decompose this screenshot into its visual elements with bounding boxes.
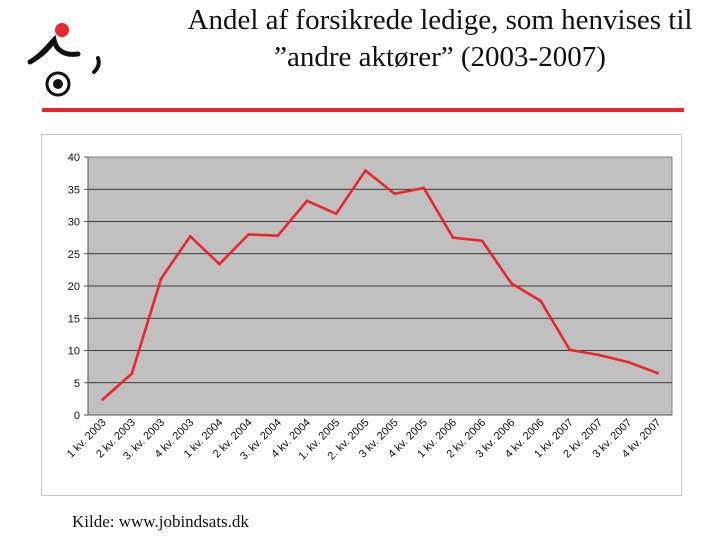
data-point — [130, 372, 134, 376]
data-point — [539, 299, 542, 303]
organization-logo — [18, 14, 108, 104]
data-point — [422, 186, 426, 190]
series-line — [101, 169, 658, 401]
y-tick-label: 35 — [68, 184, 80, 196]
data-point — [656, 371, 659, 375]
y-tick-label: 20 — [68, 281, 80, 293]
data-point — [626, 360, 630, 364]
data-point — [159, 277, 163, 281]
y-tick-label: 5 — [74, 378, 80, 390]
data-point — [276, 234, 280, 238]
y-tick-label: 0 — [74, 410, 80, 422]
data-point — [568, 348, 572, 352]
title-divider — [42, 108, 684, 112]
data-point — [480, 239, 484, 243]
data-point — [305, 199, 309, 203]
data-point — [597, 353, 601, 357]
y-tick-label: 15 — [68, 313, 80, 325]
data-point — [364, 169, 367, 172]
data-point — [510, 282, 513, 285]
data-point — [247, 233, 251, 236]
y-tick-label: 30 — [68, 217, 80, 229]
slide-title: Andel af forsikrede ledige, som henvises… — [187, 4, 693, 73]
data-point — [188, 234, 192, 238]
data-point — [393, 192, 396, 196]
data-point — [334, 212, 338, 216]
y-tick-label: 25 — [68, 249, 80, 261]
source-caption: Kilde: www.jobindsats.dk — [72, 512, 249, 531]
y-tick-label: 40 — [68, 152, 80, 164]
data-point — [218, 262, 221, 266]
data-point — [451, 236, 455, 240]
data-point — [101, 398, 104, 401]
y-tick-label: 10 — [68, 346, 80, 358]
